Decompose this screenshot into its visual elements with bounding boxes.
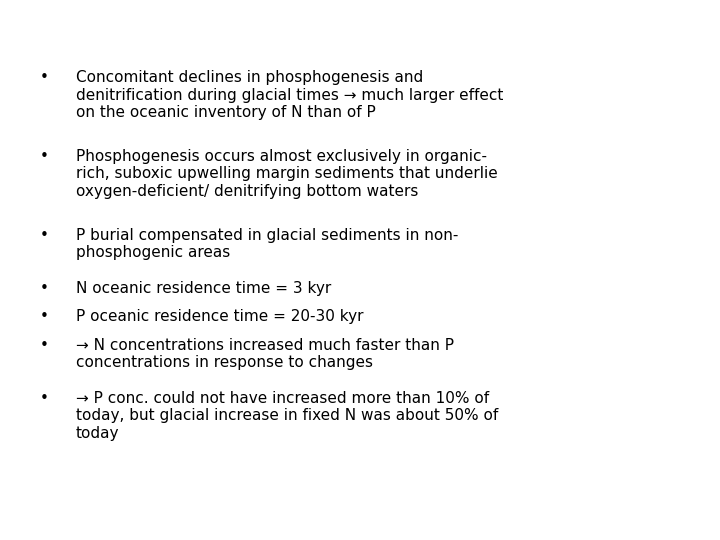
Text: → N concentrations increased much faster than P
concentrations in response to ch: → N concentrations increased much faster… [76, 338, 454, 370]
Text: •: • [40, 391, 48, 406]
Text: •: • [40, 228, 48, 243]
Text: Phosphogenesis occurs almost exclusively in organic-
rich, suboxic upwelling mar: Phosphogenesis occurs almost exclusively… [76, 149, 498, 199]
Text: •: • [40, 70, 48, 85]
Text: •: • [40, 281, 48, 296]
Text: P burial compensated in glacial sediments in non-
phosphogenic areas: P burial compensated in glacial sediment… [76, 228, 458, 260]
Text: •: • [40, 338, 48, 353]
Text: P oceanic residence time = 20-30 kyr: P oceanic residence time = 20-30 kyr [76, 309, 363, 325]
Text: → P conc. could not have increased more than 10% of
today, but glacial increase : → P conc. could not have increased more … [76, 391, 498, 441]
Text: •: • [40, 309, 48, 325]
Text: N oceanic residence time = 3 kyr: N oceanic residence time = 3 kyr [76, 281, 331, 296]
Text: •: • [40, 149, 48, 164]
Text: Concomitant declines in phosphogenesis and
denitrification during glacial times : Concomitant declines in phosphogenesis a… [76, 70, 503, 120]
